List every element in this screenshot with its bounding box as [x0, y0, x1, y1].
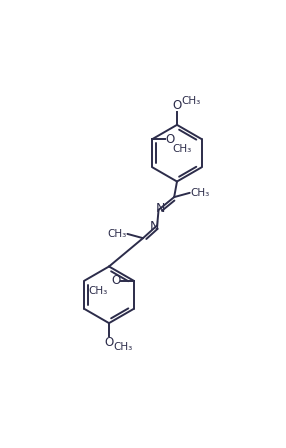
- Text: CH₃: CH₃: [108, 229, 127, 239]
- Text: CH₃: CH₃: [190, 188, 210, 198]
- Text: N: N: [156, 202, 166, 215]
- Text: O: O: [166, 133, 175, 146]
- Text: CH₃: CH₃: [88, 286, 108, 296]
- Text: CH₃: CH₃: [181, 96, 200, 107]
- Text: N: N: [150, 220, 160, 233]
- Text: CH₃: CH₃: [172, 144, 191, 154]
- Text: O: O: [111, 274, 120, 287]
- Text: CH₃: CH₃: [113, 341, 132, 352]
- Text: O: O: [104, 336, 114, 349]
- Text: O: O: [172, 99, 182, 112]
